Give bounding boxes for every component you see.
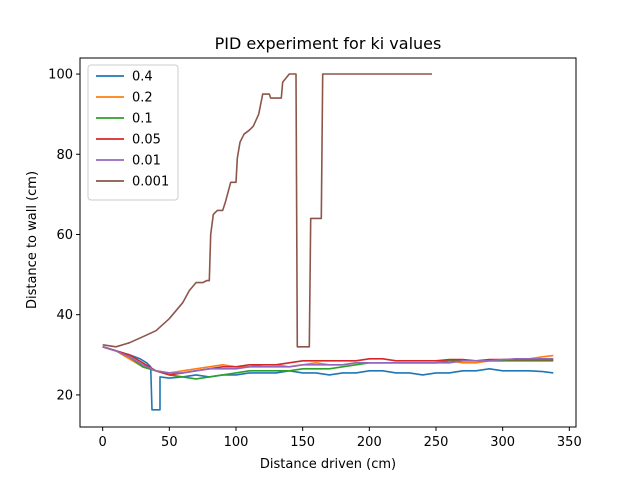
y-axis-label: Distance to wall (cm) xyxy=(25,171,40,309)
plot-frame xyxy=(79,57,577,428)
legend-box xyxy=(87,64,179,201)
y-tick-label: 80 xyxy=(56,148,73,163)
series-line-0.01 xyxy=(102,346,554,374)
y-tick-label: 100 xyxy=(48,68,73,83)
chart-title: PID experiment for ki values xyxy=(215,34,442,53)
y-tick-label: 40 xyxy=(56,308,73,323)
y-tick-label: 20 xyxy=(56,388,73,403)
legend-label: 0.2 xyxy=(132,91,153,106)
legend-label: 0.001 xyxy=(132,175,169,190)
x-tick-label: 350 xyxy=(557,435,582,450)
x-tick-label: 100 xyxy=(224,435,249,450)
legend-label: 0.4 xyxy=(132,70,153,85)
series-line-0.4 xyxy=(102,346,554,411)
x-tick-label: 300 xyxy=(490,435,515,450)
y-tick-label: 60 xyxy=(56,228,73,243)
axes: 0 50 100 150 200 250 300 350 20 40 60 80 100 xyxy=(48,57,582,450)
plot-area xyxy=(102,73,554,411)
x-tick-label: 250 xyxy=(424,435,449,450)
legend-label: 0.1 xyxy=(132,112,153,127)
series-line-0.001 xyxy=(102,73,432,348)
x-tick-label: 50 xyxy=(161,435,178,450)
x-axis-label: Distance driven (cm) xyxy=(260,457,396,472)
x-tick-label: 150 xyxy=(290,435,315,450)
x-tick-label: 0 xyxy=(99,435,107,450)
legend-label: 0.05 xyxy=(132,133,161,148)
x-tick-label: 200 xyxy=(357,435,382,450)
legend-label: 0.01 xyxy=(132,154,161,169)
legend: 0.4 0.2 0.1 0.05 0.01 0.001 xyxy=(87,64,179,201)
